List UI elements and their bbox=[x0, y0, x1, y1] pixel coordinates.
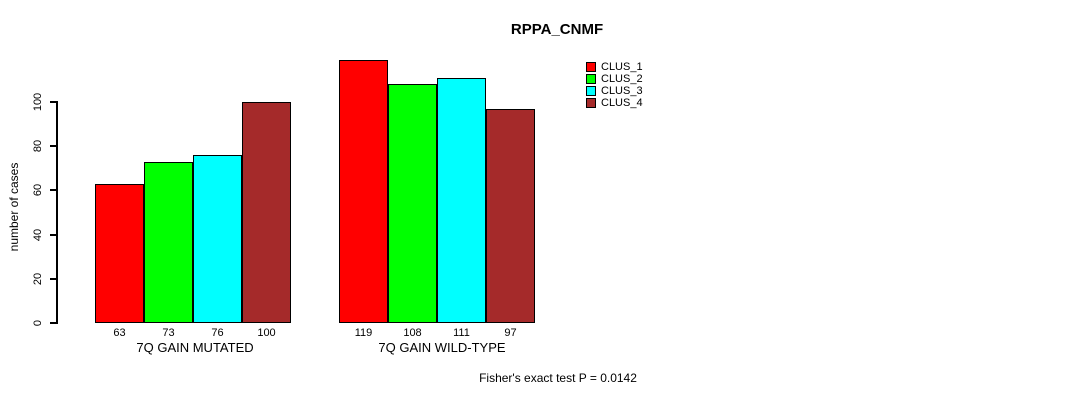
category-label: 7Q GAIN WILD-TYPE bbox=[378, 340, 506, 355]
legend-label: CLUS_4 bbox=[601, 97, 643, 109]
legend-swatch-clus_2 bbox=[586, 74, 596, 84]
bar-value-label: 73 bbox=[162, 327, 175, 339]
bar-value-label: 111 bbox=[453, 327, 470, 339]
bar-clus_2-2 bbox=[388, 84, 437, 323]
y-axis-tick bbox=[50, 277, 57, 280]
y-axis-tick-label: 20 bbox=[32, 272, 44, 285]
y-axis-tick bbox=[50, 145, 57, 148]
y-axis-tick-label: 100 bbox=[32, 92, 44, 112]
bar-value-label: 100 bbox=[257, 327, 276, 339]
bar-value-label: 97 bbox=[504, 327, 517, 339]
bar-clus_3-1 bbox=[193, 155, 242, 323]
legend-swatch-clus_4 bbox=[586, 98, 596, 108]
y-axis-label: number of cases bbox=[7, 162, 21, 252]
bar-clus_1-2 bbox=[339, 60, 388, 323]
y-axis-tick-label: 80 bbox=[32, 140, 44, 153]
y-axis-tick-label: 0 bbox=[32, 319, 44, 327]
y-axis-tick bbox=[50, 233, 57, 236]
legend-label: CLUS_3 bbox=[601, 85, 643, 97]
y-axis-tick-label: 60 bbox=[32, 184, 44, 197]
y-axis-tick bbox=[50, 101, 57, 103]
bar-clus_4-2 bbox=[486, 108, 535, 323]
bar-clus_4-1 bbox=[242, 102, 291, 323]
bar-value-label: 119 bbox=[354, 327, 373, 339]
bar-value-label: 63 bbox=[113, 327, 126, 339]
bar-clus_3-2 bbox=[437, 77, 486, 323]
category-label: 7Q GAIN MUTATED bbox=[136, 340, 254, 355]
chart-title: RPPA_CNMF bbox=[510, 21, 604, 38]
y-axis-tick bbox=[50, 322, 57, 324]
legend-swatch-clus_3 bbox=[586, 86, 596, 96]
bar-clus_1-1 bbox=[95, 183, 144, 323]
legend-swatch-clus_1 bbox=[586, 62, 596, 72]
legend-label: CLUS_1 bbox=[601, 61, 643, 73]
bar-clus_2-1 bbox=[144, 161, 193, 323]
y-axis-tick bbox=[50, 189, 57, 192]
fisher-test-annotation: Fisher's exact test P = 0.0142 bbox=[479, 371, 637, 385]
y-axis-line bbox=[56, 101, 58, 324]
bar-value-label: 76 bbox=[211, 327, 224, 339]
y-axis-tick-label: 40 bbox=[32, 228, 44, 241]
bar-value-label: 108 bbox=[403, 327, 422, 339]
legend-label: CLUS_2 bbox=[601, 73, 643, 85]
